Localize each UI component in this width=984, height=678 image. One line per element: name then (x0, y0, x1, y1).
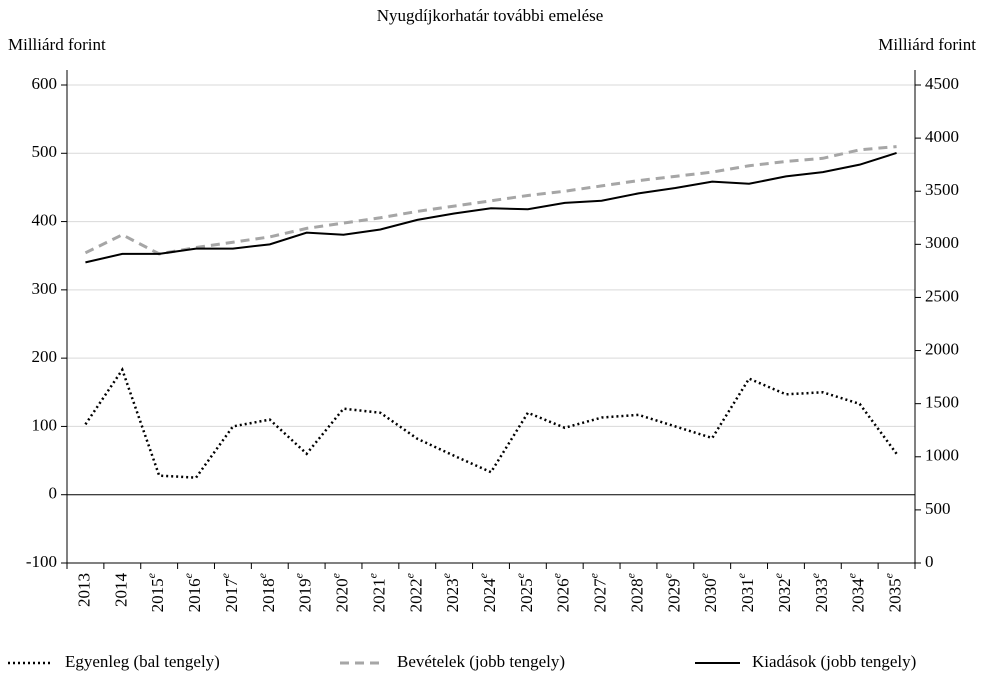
x-tick-label-note: e (439, 572, 453, 578)
x-tick-label-year: 2016 (185, 578, 204, 612)
x-tick-label-year: 2022 (406, 578, 425, 612)
x-tick-label-note: e (623, 572, 637, 578)
x-tick-label: 2030e (697, 572, 720, 612)
x-tick-label-year: 2035 (885, 578, 904, 612)
y-axis-label: Milliárd forint (8, 35, 106, 54)
series-line (84, 366, 898, 479)
y-tick-label: -100 (26, 552, 57, 571)
x-tick-label-note: e (881, 572, 895, 578)
y2-tick-label: 3000 (925, 233, 959, 252)
x-tick-label-note: e (291, 572, 305, 578)
x-tick-label: 2025e (513, 572, 536, 612)
x-tick-label-year: 2020 (332, 578, 351, 612)
x-tick-label-note: e (549, 572, 563, 578)
y-tick-label: 0 (49, 484, 58, 503)
y2-tick-label: 2500 (925, 286, 959, 305)
x-tick-label-year: 2030 (701, 578, 720, 612)
y2-axis-label: Milliárd forint (878, 35, 976, 54)
x-tick-label-year: 2014 (111, 573, 130, 608)
x-tick-label: 2013 (74, 573, 93, 607)
y-tick-label: 100 (32, 415, 58, 434)
x-tick-label-note: e (402, 572, 416, 578)
x-tick-label: 2024e (476, 572, 499, 612)
y2-tick-label: 500 (925, 499, 951, 518)
x-tick-label-year: 2015 (148, 578, 167, 612)
legend-label: Bevételek (jobb tengely) (397, 652, 565, 671)
x-tick-label-year: 2029 (664, 578, 683, 612)
x-tick-label-year: 2032 (775, 578, 794, 612)
x-tick-label: 2033e (808, 572, 831, 612)
x-tick-label: 2027e (586, 572, 609, 612)
x-tick-label: 2020e (328, 572, 351, 612)
x-tick-label: 2022e (402, 572, 425, 612)
x-tick-label: 2018e (255, 572, 278, 612)
x-tick-label-note: e (844, 572, 858, 578)
x-tick-label-note: e (734, 572, 748, 578)
y-tick-label: 600 (32, 74, 58, 93)
x-tick-label-note: e (697, 572, 711, 578)
x-tick-label-note: e (660, 572, 674, 578)
x-tick-label-year: 2031 (738, 578, 757, 612)
y-tick-label: 400 (32, 210, 58, 229)
x-tick-label: 2026e (549, 572, 572, 612)
x-tick-label: 2021e (365, 572, 388, 612)
chart-title: Nyugdíjkorhatár további emelése (377, 6, 604, 25)
x-tick-label-year: 2017 (222, 578, 241, 613)
x-tick-label-year: 2023 (443, 578, 462, 612)
series-line (85, 152, 897, 264)
x-tick-label-year: 2027 (591, 578, 610, 613)
x-tick-label-note: e (513, 572, 527, 578)
y-tick-label: 200 (32, 347, 58, 366)
x-tick-label-note: e (328, 572, 342, 578)
x-tick-label-note: e (255, 572, 269, 578)
x-tick-label: 2029e (660, 572, 683, 612)
x-tick-label-year: 2018 (259, 578, 278, 612)
y2-tick-label: 2000 (925, 339, 959, 358)
x-tick-label-year: 2024 (480, 578, 499, 613)
legend-label: Kiadások (jobb tengely) (752, 652, 916, 671)
x-tick-label: 2019e (291, 572, 314, 612)
x-tick-label-year: 2026 (554, 578, 573, 612)
legend-label: Egyenleg (bal tengely) (65, 652, 220, 671)
x-tick-label: 2034e (844, 572, 867, 612)
y-tick-label: 500 (32, 142, 58, 161)
y2-tick-label: 1000 (925, 446, 959, 465)
x-tick-label-note: e (144, 572, 158, 578)
x-tick-label-note: e (808, 572, 822, 578)
x-tick-label-note: e (365, 572, 379, 578)
x-tick-label-note: e (476, 572, 490, 578)
x-tick-label-year: 2033 (812, 578, 831, 612)
y2-tick-label: 3500 (925, 180, 959, 199)
x-tick-label-year: 2019 (296, 578, 315, 612)
x-tick-label: 2015e (144, 572, 167, 612)
x-tick-label-year: 2013 (74, 573, 93, 607)
y2-tick-label: 1500 (925, 393, 959, 412)
y2-tick-label: 4500 (925, 74, 959, 93)
x-tick-label: 2023e (439, 572, 462, 612)
x-tick-label-year: 2025 (517, 578, 536, 612)
x-tick-label-year: 2028 (627, 578, 646, 612)
x-tick-label-year: 2021 (369, 578, 388, 612)
series-line (84, 145, 897, 256)
x-tick-label-note: e (218, 572, 232, 578)
y2-tick-label: 4000 (925, 127, 959, 146)
x-tick-label: 2017e (218, 572, 241, 612)
x-tick-label: 2032e (771, 572, 794, 612)
x-tick-label: 2035e (881, 572, 904, 612)
x-tick-label: 2016e (181, 572, 204, 612)
y2-tick-label: 0 (925, 552, 934, 571)
x-tick-label: 2031e (734, 572, 757, 612)
x-tick-label: 2028e (623, 572, 646, 612)
x-tick-label-note: e (181, 572, 195, 578)
y-tick-label: 300 (32, 279, 58, 298)
x-tick-label-year: 2034 (849, 578, 868, 613)
x-tick-label-note: e (586, 572, 600, 578)
x-tick-label-note: e (771, 572, 785, 578)
x-tick-label: 2014 (111, 573, 130, 608)
